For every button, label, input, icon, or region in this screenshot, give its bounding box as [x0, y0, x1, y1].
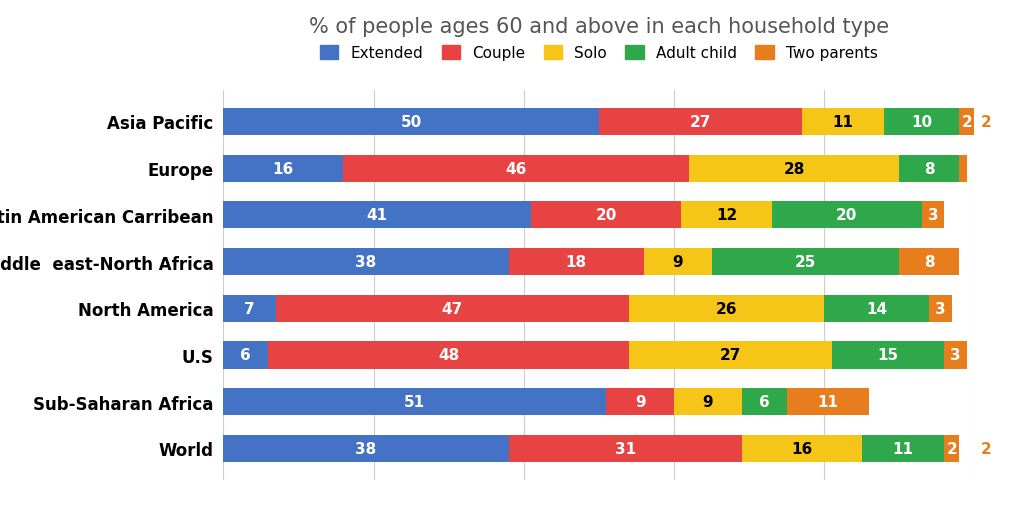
- Bar: [223, 248, 509, 276]
- Bar: [944, 342, 967, 369]
- Text: 3: 3: [935, 301, 946, 316]
- Text: 47: 47: [442, 301, 463, 316]
- Text: 2: 2: [980, 441, 992, 456]
- Text: 27: 27: [720, 348, 741, 363]
- Text: 15: 15: [877, 348, 898, 363]
- Bar: [899, 155, 959, 182]
- Bar: [531, 202, 681, 229]
- Bar: [742, 388, 787, 416]
- Bar: [268, 342, 629, 369]
- Text: 2: 2: [961, 115, 972, 130]
- Text: 11: 11: [817, 394, 838, 410]
- Bar: [343, 155, 689, 182]
- Bar: [223, 342, 268, 369]
- Bar: [223, 202, 531, 229]
- Text: 46: 46: [505, 161, 527, 176]
- Text: 25: 25: [795, 255, 816, 270]
- Bar: [629, 342, 831, 369]
- Bar: [629, 295, 824, 322]
- Bar: [802, 109, 884, 136]
- Bar: [712, 248, 899, 276]
- Text: 28: 28: [784, 161, 805, 176]
- Text: 9: 9: [702, 394, 714, 410]
- Text: 50: 50: [401, 115, 421, 130]
- Text: 18: 18: [565, 255, 587, 270]
- Text: 16: 16: [273, 161, 294, 176]
- Bar: [223, 435, 509, 462]
- Bar: [509, 435, 742, 462]
- Bar: [223, 155, 343, 182]
- Bar: [674, 388, 742, 416]
- Text: 2: 2: [980, 115, 992, 130]
- Bar: [742, 435, 862, 462]
- Bar: [824, 295, 930, 322]
- Text: 12: 12: [716, 208, 737, 223]
- Text: 7: 7: [245, 301, 255, 316]
- Text: 3: 3: [928, 208, 939, 223]
- Bar: [899, 248, 959, 276]
- Text: 8: 8: [924, 161, 935, 176]
- Bar: [959, 155, 967, 182]
- Bar: [509, 248, 644, 276]
- Text: 3: 3: [950, 348, 961, 363]
- Text: 6: 6: [241, 348, 251, 363]
- Text: 9: 9: [634, 394, 646, 410]
- Text: 16: 16: [791, 441, 812, 456]
- Bar: [884, 109, 959, 136]
- Bar: [831, 342, 944, 369]
- Text: 27: 27: [689, 115, 710, 130]
- Bar: [681, 202, 771, 229]
- Bar: [787, 388, 869, 416]
- Bar: [223, 109, 599, 136]
- Bar: [771, 202, 922, 229]
- Bar: [606, 388, 674, 416]
- Bar: [944, 435, 959, 462]
- Bar: [223, 388, 606, 416]
- Text: 11: 11: [892, 441, 914, 456]
- Text: 26: 26: [716, 301, 737, 316]
- Text: 6: 6: [759, 394, 769, 410]
- Text: 10: 10: [911, 115, 933, 130]
- Text: 38: 38: [355, 441, 377, 456]
- Legend: Extended, Couple, Solo, Adult child, Two parents: Extended, Couple, Solo, Adult child, Two…: [314, 40, 884, 68]
- Bar: [862, 435, 944, 462]
- Bar: [644, 248, 712, 276]
- Title: % of people ages 60 and above in each household type: % of people ages 60 and above in each ho…: [309, 17, 889, 37]
- Bar: [959, 109, 974, 136]
- Bar: [276, 295, 629, 322]
- Text: 14: 14: [866, 301, 887, 316]
- Bar: [689, 155, 899, 182]
- Text: 20: 20: [836, 208, 858, 223]
- Text: 9: 9: [672, 255, 683, 270]
- Text: 8: 8: [924, 255, 935, 270]
- Text: 41: 41: [366, 208, 388, 223]
- Text: 20: 20: [596, 208, 617, 223]
- Bar: [223, 295, 276, 322]
- Text: 38: 38: [355, 255, 377, 270]
- Text: 51: 51: [404, 394, 425, 410]
- Text: 2: 2: [947, 441, 957, 456]
- Text: 11: 11: [832, 115, 854, 130]
- Text: 31: 31: [614, 441, 635, 456]
- Bar: [922, 202, 944, 229]
- Text: 48: 48: [438, 348, 459, 363]
- Bar: [599, 109, 802, 136]
- Bar: [930, 295, 952, 322]
